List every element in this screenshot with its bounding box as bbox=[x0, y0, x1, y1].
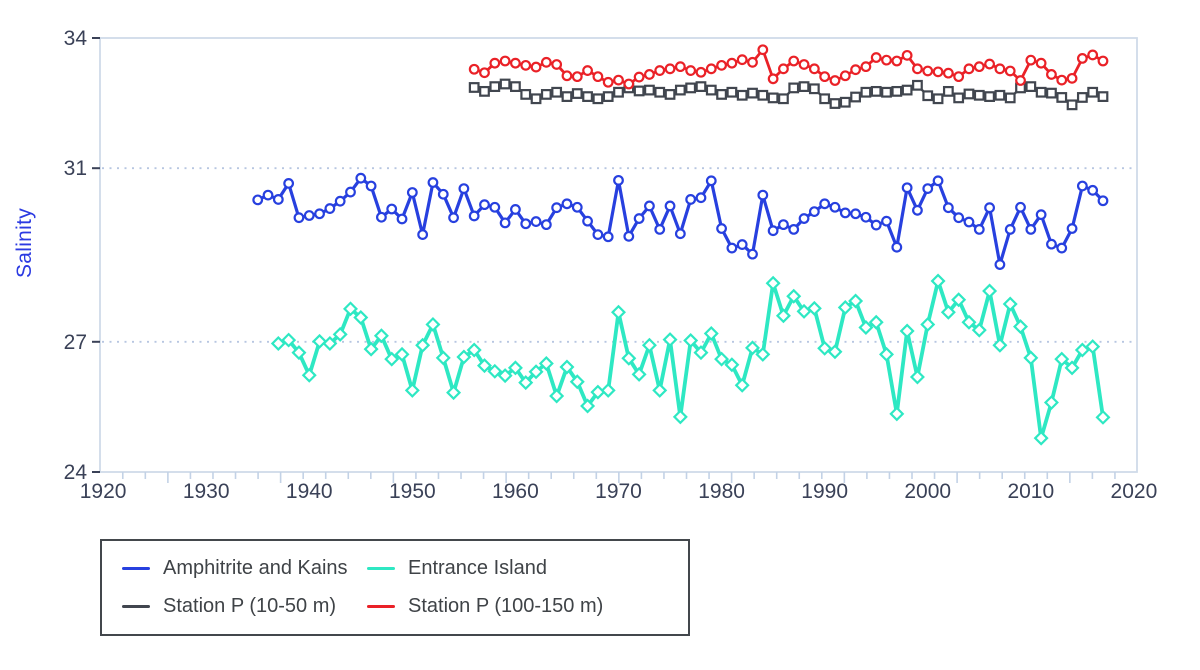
x-tick-label: 1930 bbox=[183, 480, 230, 503]
x-tick-label: 1960 bbox=[492, 480, 539, 503]
x-tick-label: 2020 bbox=[1111, 480, 1158, 503]
legend-item-amphitrite-and-kains: Amphitrite and Kains bbox=[122, 557, 367, 580]
legend: Amphitrite and Kains Station P (10-50 m)… bbox=[100, 539, 690, 636]
y-axis-ticks: 24 27 31 34 bbox=[64, 27, 100, 484]
y-tick-label: 27 bbox=[64, 331, 87, 354]
series-entrance-island bbox=[270, 273, 1111, 446]
series-station-p-100-150-m bbox=[468, 44, 1109, 90]
y-tick-label: 24 bbox=[64, 461, 88, 484]
legend-swatch-amphitrite-and-kains bbox=[122, 566, 150, 570]
x-tick-label: 1920 bbox=[80, 480, 127, 503]
y-axis-title: Salinity bbox=[13, 207, 36, 279]
series-amphitrite-and-kains bbox=[252, 172, 1109, 270]
x-tick-label: 1970 bbox=[595, 480, 642, 503]
legend-label-entrance-island: Entrance Island bbox=[408, 556, 547, 579]
x-minor-ticks bbox=[121, 472, 1116, 483]
legend-swatch-entrance-island bbox=[367, 566, 395, 570]
legend-swatch-station-p-100-150-m bbox=[367, 605, 395, 609]
chart-svg: 24 27 31 34 1920 1930 1940 1950 1960 1970 1980 1990… bbox=[64, 27, 1158, 503]
plot-border bbox=[99, 37, 1138, 473]
legend-label-station-p-100-150-m: Station P (100-150 m) bbox=[408, 595, 604, 618]
x-tick-label: 1950 bbox=[389, 480, 436, 503]
legend-item-station-p-100-150-m: Station P (100-150 m) bbox=[367, 595, 678, 618]
x-tick-label: 1940 bbox=[286, 480, 333, 503]
y-tick-label: 34 bbox=[64, 27, 88, 50]
legend-item-entrance-island: Entrance Island bbox=[367, 557, 678, 580]
legend-swatch-station-p-10-50-m bbox=[122, 605, 150, 609]
legend-label-station-p-10-50-m: Station P (10-50 m) bbox=[163, 595, 337, 618]
legend-item-station-p-10-50-m: Station P (10-50 m) bbox=[122, 595, 367, 618]
y-tick-label: 31 bbox=[64, 157, 87, 180]
x-tick-label: 2010 bbox=[1007, 480, 1054, 503]
x-axis-labels: 1920 1930 1940 1950 1960 1970 1980 1990 2000 2010… bbox=[80, 480, 1158, 503]
x-tick-label: 1990 bbox=[801, 480, 848, 503]
x-tick-label: 1980 bbox=[698, 480, 745, 503]
legend-label-amphitrite-and-kains: Amphitrite and Kains bbox=[163, 556, 348, 579]
x-tick-label: 2000 bbox=[904, 480, 951, 503]
series-station-p-10-50-m bbox=[468, 78, 1109, 111]
